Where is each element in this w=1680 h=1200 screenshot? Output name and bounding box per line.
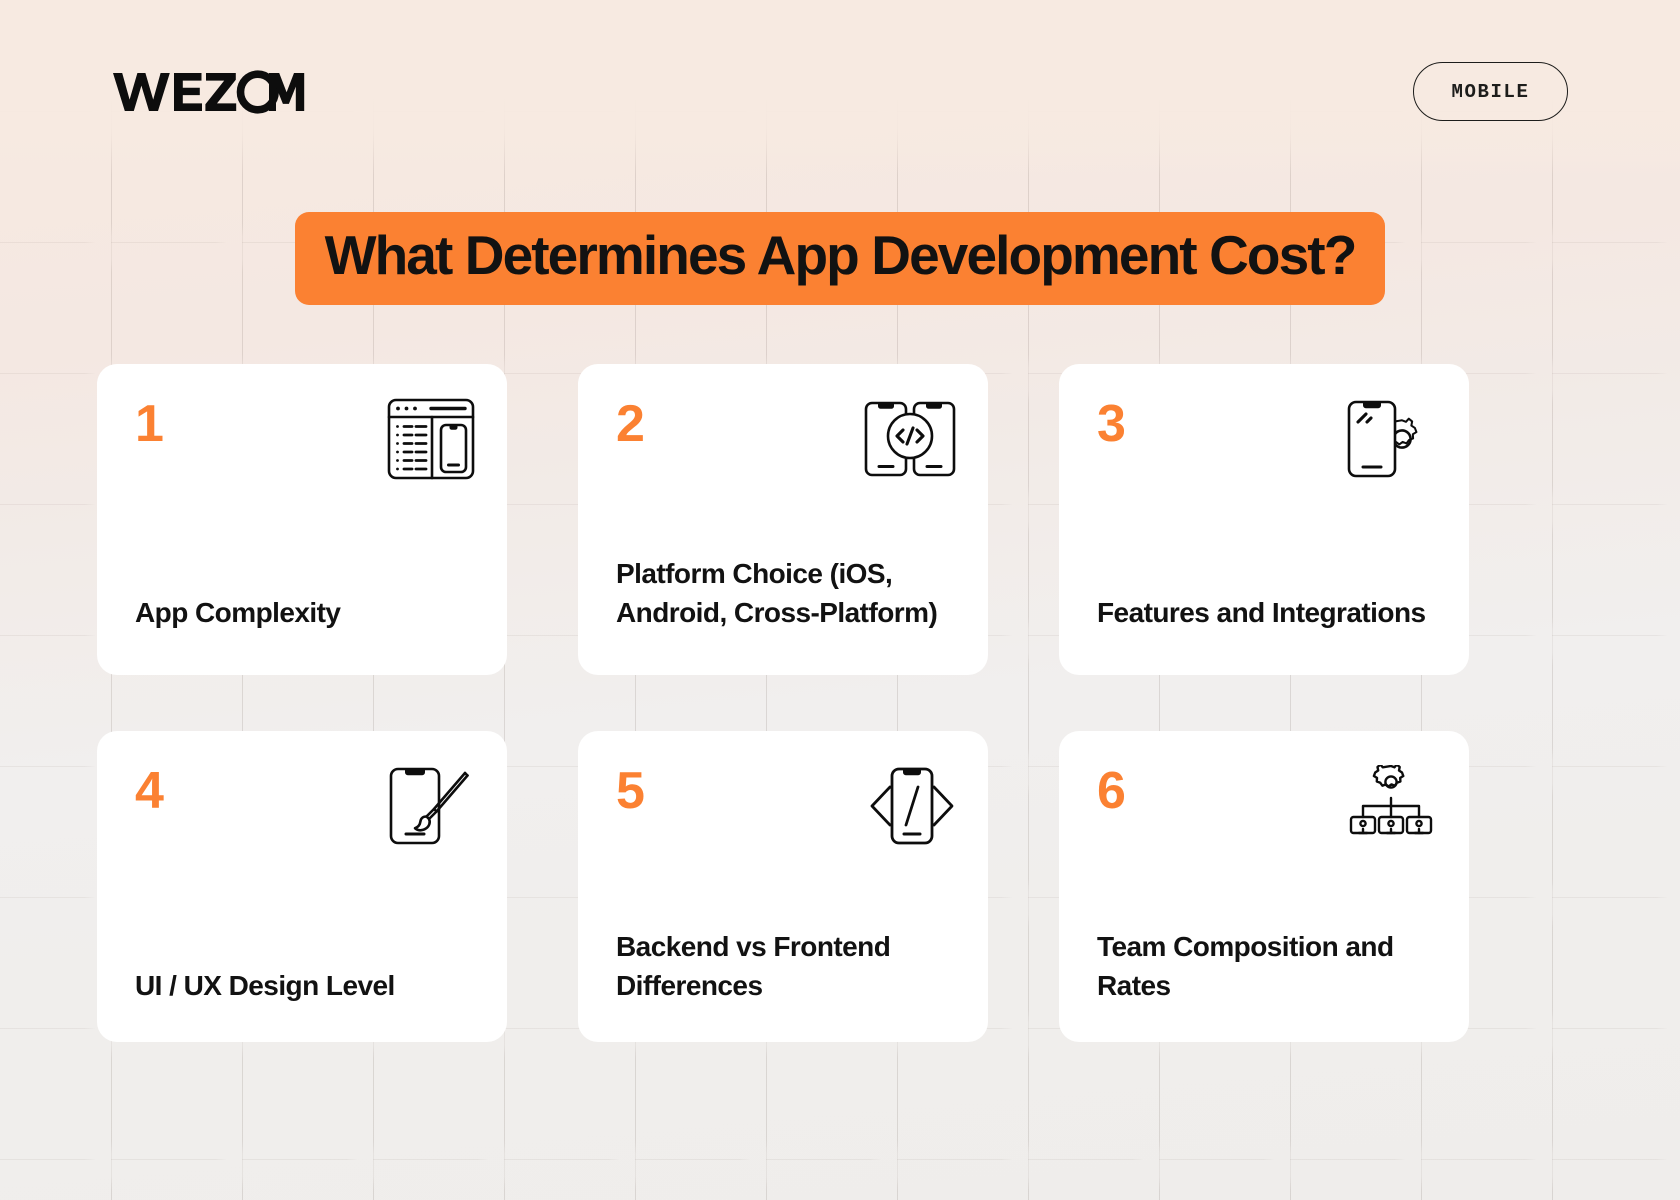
card-title: Platform Choice (iOS, Android, Cross-Pla… <box>616 557 938 629</box>
card-number: 2 <box>616 395 645 453</box>
header: MOBILE <box>0 0 1680 170</box>
card-number: 5 <box>616 762 645 820</box>
card-number: 6 <box>1097 762 1126 820</box>
title-banner: What Determines App Development Cost? <box>294 212 1386 305</box>
mobile-badge-label: MOBILE <box>1451 80 1530 103</box>
page-title: What Determines App Development Cost? <box>324 224 1358 286</box>
factor-card-3[interactable]: 3 <box>1059 364 1469 675</box>
card-title: Team Composition and Rates <box>1097 930 1394 1002</box>
two-phones-code-icon <box>864 398 956 486</box>
browser-window-with-phone-icon <box>383 398 475 486</box>
factor-card-5[interactable]: 5 Backend vs Frontend Differences <box>578 731 988 1042</box>
title-banner-wrapper: What Determines App Development Cost? <box>0 212 1680 305</box>
factor-card-grid: 1 <box>97 364 1574 1042</box>
factor-card-2[interactable]: 2 <box>578 364 988 675</box>
factor-card-6[interactable]: 6 <box>1059 731 1469 1042</box>
mobile-badge[interactable]: MOBILE <box>1413 62 1568 121</box>
card-number: 4 <box>135 762 164 820</box>
card-title: UI / UX Design Level <box>135 970 395 1002</box>
phone-with-gear-icon <box>1345 398 1437 486</box>
card-title: Backend vs Frontend Differences <box>616 930 891 1002</box>
card-title: Features and Integrations <box>1097 597 1426 629</box>
card-title: App Complexity <box>135 597 341 629</box>
phone-with-paintbrush-icon <box>383 765 475 853</box>
phone-code-brackets-icon <box>864 765 956 853</box>
gear-team-structure-icon <box>1345 765 1437 853</box>
card-number: 3 <box>1097 395 1126 453</box>
factor-card-4[interactable]: 4 <box>97 731 507 1042</box>
card-number: 1 <box>135 395 164 453</box>
wezom-logo <box>113 66 305 118</box>
factor-card-1[interactable]: 1 <box>97 364 507 675</box>
